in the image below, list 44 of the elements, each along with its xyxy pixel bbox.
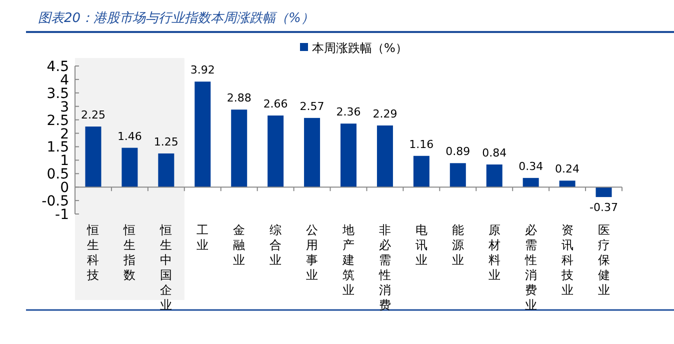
data-label: 2.88 (226, 92, 252, 105)
data-label: 0.84 (482, 146, 507, 160)
title: 图表20：港股市场与行业指数本周涨跌幅（%） (38, 11, 314, 26)
legend-label: 本周涨跌幅（%） (312, 41, 408, 55)
data-label: 1.46 (117, 130, 142, 143)
data-label: 2.57 (300, 100, 324, 113)
y-tick-label: 4.5 (46, 59, 69, 75)
x-tick-label: 地产建筑业 (342, 223, 354, 297)
y-tick-label: -0.5 (42, 194, 69, 210)
x-tick-label: 恒生指数 (122, 223, 136, 282)
y-tick-label: 0 (60, 180, 69, 196)
y-tick-label: 0.5 (46, 166, 69, 183)
data-label: 1.16 (409, 138, 434, 151)
y-tick-label: 1.5 (46, 140, 69, 156)
data-label: 2.66 (263, 98, 288, 111)
x-tick-label: 恒生中国企业 (159, 223, 172, 312)
x-tick-label: 金融业 (233, 223, 246, 267)
y-tick-label: 4 (60, 72, 70, 88)
data-label: 2.29 (372, 107, 398, 120)
data-label: -0.37 (590, 201, 618, 214)
y-tick-label: 3 (60, 99, 69, 116)
y-tick-label: 2.5 (46, 112, 69, 129)
data-label: 0.24 (555, 162, 580, 176)
data-label: 2.36 (336, 106, 361, 119)
x-tick-label: 非必需性消费 (378, 223, 391, 312)
data-label: 3.92 (190, 64, 215, 77)
x-tick-label: 电讯业 (415, 223, 428, 267)
x-tick-label: 医疗保健业 (598, 223, 610, 297)
x-tick-label: 能源业 (452, 223, 464, 267)
x-tick-label: 综合业 (270, 223, 282, 267)
x-tick-label: 工业 (196, 223, 209, 252)
y-tick-label: 3.5 (46, 86, 69, 102)
x-tick-label: 原材料业 (487, 223, 500, 282)
y-tick-label: 2 (60, 126, 69, 142)
data-label: 0.89 (446, 145, 470, 158)
y-tick-label: 1 (60, 153, 69, 170)
data-label: 0.34 (518, 160, 544, 173)
data-label: 1.25 (154, 135, 178, 148)
data-label: 2.25 (80, 108, 106, 122)
x-tick-label: 必需性消费业 (524, 223, 537, 312)
x-tick-label: 恒生科技 (86, 223, 100, 282)
x-tick-label: 公用事业 (306, 223, 318, 282)
x-tick-label: 资讯科技业 (560, 223, 574, 297)
y-tick-label: -1 (55, 207, 69, 223)
